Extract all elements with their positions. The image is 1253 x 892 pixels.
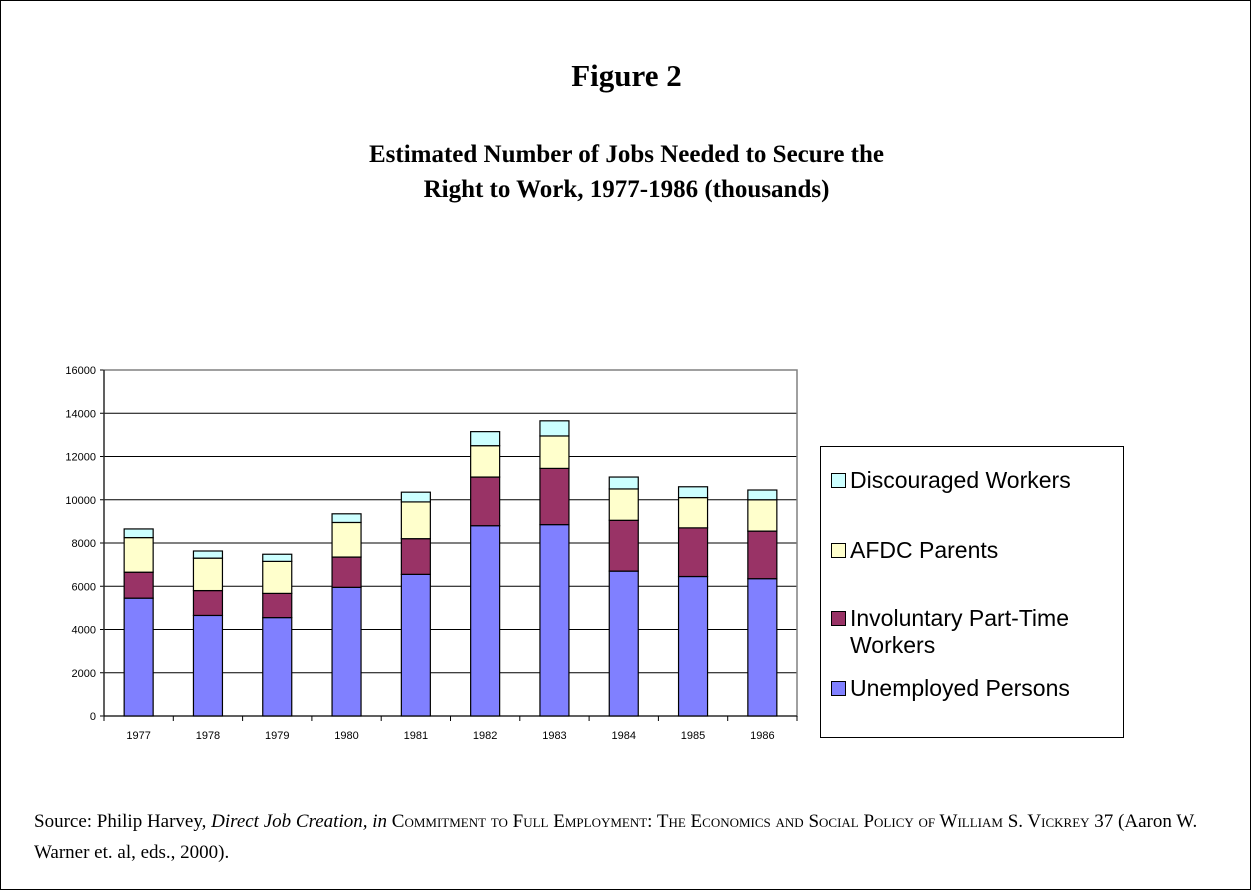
chart-title: Estimated Number of Jobs Needed to Secur… <box>0 137 1253 207</box>
bar-segment-1978-s0 <box>192 614 224 717</box>
bar-segment-1983-s0 <box>539 524 570 717</box>
legend-label: Involuntary Part-Time Workers <box>850 605 1069 658</box>
bar-segment-1981-s0 <box>400 573 431 717</box>
bar-segment-1980-s1 <box>331 556 362 588</box>
bar-segment-1986-s0 <box>747 578 778 717</box>
source-citation: Source: Philip Harvey, Direct Job Creati… <box>34 806 1224 868</box>
bar-segment-1980-s3 <box>331 513 362 524</box>
chart-legend: Discouraged Workers AFDC Parents Involunta… <box>820 446 1124 738</box>
bar-segment-1977-s2 <box>123 536 154 573</box>
y-tick-label: 16000 <box>65 365 96 377</box>
bar-segment-1984-s2 <box>608 488 639 521</box>
figure-label: Figure 2 <box>571 58 682 93</box>
legend-label: Unemployed Persons <box>850 675 1070 701</box>
bar-segment-1981-s3 <box>400 491 431 503</box>
bar-segment-1979-s2 <box>262 560 293 594</box>
bar-segment-1985-s1 <box>677 527 709 578</box>
bar-segment-1983-s3 <box>539 420 570 437</box>
bar-segment-1978-s1 <box>192 589 224 617</box>
legend-label: AFDC Parents <box>850 537 999 563</box>
bar-segment-1982-s0 <box>470 525 501 717</box>
legend-item: Unemployed Persons <box>831 675 1120 702</box>
bar-segment-1982-s2 <box>470 445 501 478</box>
y-tick-label: 8000 <box>72 538 96 550</box>
bar-segment-1979-s1 <box>262 592 293 619</box>
x-tick-label: 1980 <box>334 730 358 742</box>
source-italic: Direct Job Creation, in <box>211 811 388 832</box>
x-tick-label: 1978 <box>196 730 220 742</box>
legend-label: Discouraged Workers <box>850 467 1071 493</box>
y-tick-label: 14000 <box>65 408 96 420</box>
bar-segment-1977-s3 <box>123 528 154 539</box>
y-tick-label: 12000 <box>65 452 96 464</box>
source-prefix: Source: Philip Harvey, <box>34 811 212 832</box>
bar-segment-1981-s2 <box>400 501 431 540</box>
bar-segment-1980-s0 <box>331 586 362 717</box>
x-tick-label: 1982 <box>473 730 497 742</box>
bar-segment-1985-s3 <box>677 486 709 499</box>
x-tick-label: 1984 <box>612 730 636 742</box>
chart-title-line-1: Estimated Number of Jobs Needed to Secur… <box>368 141 884 168</box>
y-tick-label: 2000 <box>72 668 96 680</box>
x-tick-label: 1985 <box>681 730 705 742</box>
x-tick-label: 1977 <box>126 730 150 742</box>
legend-swatch <box>831 611 846 626</box>
bar-segment-1977-s1 <box>123 571 154 599</box>
bar-segment-1983-s1 <box>539 467 570 526</box>
bar-segment-1978-s3 <box>192 550 224 559</box>
bar-segment-1983-s2 <box>539 435 570 469</box>
bar-segment-1984-s0 <box>608 570 639 717</box>
bar-segment-1978-s2 <box>192 557 224 592</box>
x-tick-label: 1981 <box>404 730 428 742</box>
legend-swatch <box>831 681 846 696</box>
bar-segment-1977-s0 <box>123 597 154 717</box>
x-tick-label: 1979 <box>265 730 289 742</box>
bar-segment-1985-s2 <box>677 496 709 529</box>
legend-item: AFDC Parents <box>831 537 1120 564</box>
bar-segment-1986-s1 <box>747 530 778 580</box>
bar-segment-1982-s1 <box>470 476 501 527</box>
bar-segment-1986-s3 <box>747 489 778 501</box>
legend-swatch <box>831 473 846 488</box>
y-tick-label: 6000 <box>72 581 96 593</box>
y-tick-label: 10000 <box>65 495 96 507</box>
legend-swatch <box>831 543 846 558</box>
bar-segment-1979-s3 <box>262 553 293 562</box>
x-tick-label: 1983 <box>542 730 566 742</box>
bar-segment-1984-s1 <box>608 519 639 572</box>
legend-item: Discouraged Workers <box>831 467 1120 494</box>
bar-segment-1986-s2 <box>747 499 778 532</box>
bar-segment-1982-s3 <box>470 431 501 447</box>
x-tick-label: 1986 <box>750 730 774 742</box>
y-tick-label: 4000 <box>72 625 96 637</box>
y-tick-label: 0 <box>90 711 96 723</box>
bar-segment-1985-s0 <box>677 575 709 717</box>
chart-title-line-2: Right to Work, 1977-1986 (thousands) <box>423 176 830 203</box>
bar-segment-1984-s3 <box>608 476 639 490</box>
source-suffix: 37 (Aaron W. Warner et. al, eds., 2000). <box>34 811 1198 863</box>
bar-segment-1979-s0 <box>262 617 293 717</box>
legend-item: Involuntary Part-Time Workers <box>831 605 1120 659</box>
bar-segment-1980-s2 <box>331 521 362 558</box>
source-book-title: Commitment to Full Employment: The Econo… <box>391 811 1090 832</box>
bar-segment-1981-s1 <box>400 538 431 575</box>
